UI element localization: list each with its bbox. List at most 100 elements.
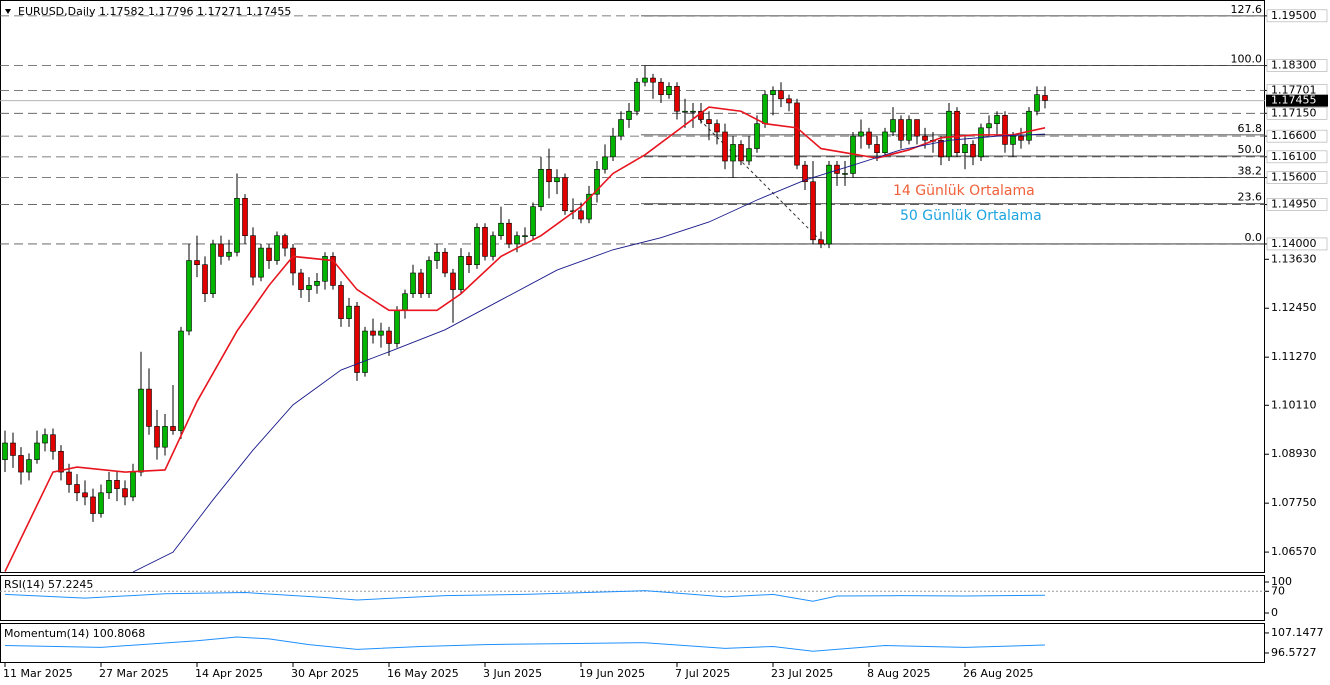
candle-body <box>746 148 752 162</box>
candle-body <box>290 247 296 274</box>
level-label-box <box>1266 107 1328 120</box>
legend-label: 50 Günlük Ortalama <box>900 208 1042 224</box>
level-label: 1.14950 <box>1271 198 1317 211</box>
level-label: 1.14000 <box>1271 237 1317 250</box>
candle-body <box>66 471 72 485</box>
candle-body <box>986 123 992 129</box>
x-tick-label: 14 Apr 2025 <box>195 667 263 680</box>
indicator-line <box>132 133 1046 573</box>
candle-body <box>258 247 264 278</box>
candle-body <box>138 388 144 473</box>
candle-body <box>754 123 760 149</box>
level-label-box <box>1266 150 1328 164</box>
level-label-box <box>1266 59 1328 72</box>
candle-body <box>634 81 640 112</box>
candle-body <box>562 177 568 212</box>
last-price-label: 1.17455 <box>1271 94 1317 107</box>
candle-body <box>498 222 504 236</box>
fib-label: 38.2 <box>1238 165 1263 178</box>
candle-body <box>922 135 928 141</box>
candle-body <box>858 131 864 137</box>
candle-body <box>842 173 848 175</box>
level-label-box <box>1266 198 1328 211</box>
candle-body <box>642 77 648 83</box>
level-label: 1.15600 <box>1271 171 1317 184</box>
candle-body <box>610 135 616 158</box>
candle-body <box>218 243 224 257</box>
candle-body <box>970 144 976 158</box>
candle-body <box>298 272 304 290</box>
candle-body <box>210 243 216 295</box>
y-tick-label: 1.11270 <box>1271 350 1317 363</box>
candle-body <box>554 177 560 183</box>
indicator-line <box>4 590 1046 602</box>
candle-body <box>962 144 968 154</box>
fib-label: 100.0 <box>1231 53 1263 66</box>
candle-body <box>722 131 728 162</box>
chart-header: EURUSD,Daily 1.17582 1.17796 1.17271 1.1… <box>18 5 291 18</box>
level-label: 1.16600 <box>1271 129 1317 142</box>
candle-body <box>362 330 368 373</box>
rsi-panel-frame <box>0 575 1265 621</box>
candle-body <box>954 110 960 154</box>
candle-body <box>826 164 832 245</box>
x-tick-label: 26 Aug 2025 <box>963 667 1033 680</box>
candle-body <box>546 169 552 183</box>
x-tick-label: 11 Mar 2025 <box>3 667 73 680</box>
candle-body <box>122 488 128 498</box>
candle-body <box>482 227 488 257</box>
candle-body <box>394 310 400 344</box>
candle-body <box>114 480 120 489</box>
candle-body <box>98 492 104 514</box>
candle-body <box>1018 135 1024 141</box>
menu-triangle[interactable] <box>5 9 11 14</box>
candle-body <box>578 210 584 220</box>
fib-label: 127.6 <box>1231 3 1263 16</box>
candle-body <box>178 330 184 431</box>
candle-body <box>690 110 696 113</box>
fib-label: 61.8 <box>1238 122 1263 135</box>
candle-body <box>442 251 448 274</box>
x-tick-label: 27 Mar 2025 <box>99 667 169 680</box>
candle-body <box>474 227 480 265</box>
candle-body <box>186 260 192 332</box>
candle-body <box>266 247 272 261</box>
candle-body <box>778 90 784 100</box>
y-tick-label: 70 <box>1271 584 1285 597</box>
indicator-line <box>4 636 1046 652</box>
candle-body <box>802 164 808 183</box>
candle-body <box>354 305 360 373</box>
candle-body <box>250 235 256 278</box>
candle-body <box>370 330 376 336</box>
y-tick-label: 1.12450 <box>1271 301 1317 314</box>
candle-body <box>730 144 736 162</box>
candle-body <box>10 442 16 456</box>
candle-body <box>194 260 200 265</box>
candle-body <box>306 285 312 290</box>
level-label: 1.17150 <box>1271 106 1317 119</box>
candle-body <box>338 285 344 319</box>
level-label-box <box>1266 9 1328 23</box>
candle-body <box>818 239 824 245</box>
candle-body <box>418 272 424 295</box>
candle-body <box>410 272 416 295</box>
x-tick-label: 8 Aug 2025 <box>867 667 930 680</box>
y-tick-label: 1.07750 <box>1271 496 1317 509</box>
candle-body <box>154 426 160 448</box>
candle-body <box>434 251 440 261</box>
rsi-title: RSI(14) 57.2245 <box>4 578 93 591</box>
candle-body <box>42 434 48 444</box>
candle-body <box>898 119 904 141</box>
last-price-box <box>1266 94 1328 107</box>
candle-body <box>514 235 520 245</box>
candle-body <box>202 264 208 295</box>
momentum-panel-frame <box>0 623 1265 663</box>
candle-body <box>770 90 776 95</box>
candle-body <box>282 235 288 249</box>
x-tick-label: 3 Jun 2025 <box>483 667 542 680</box>
candle-body <box>586 193 592 220</box>
candle-body <box>1026 110 1032 141</box>
fib-trendline <box>699 119 827 247</box>
candle-body <box>506 222 512 245</box>
